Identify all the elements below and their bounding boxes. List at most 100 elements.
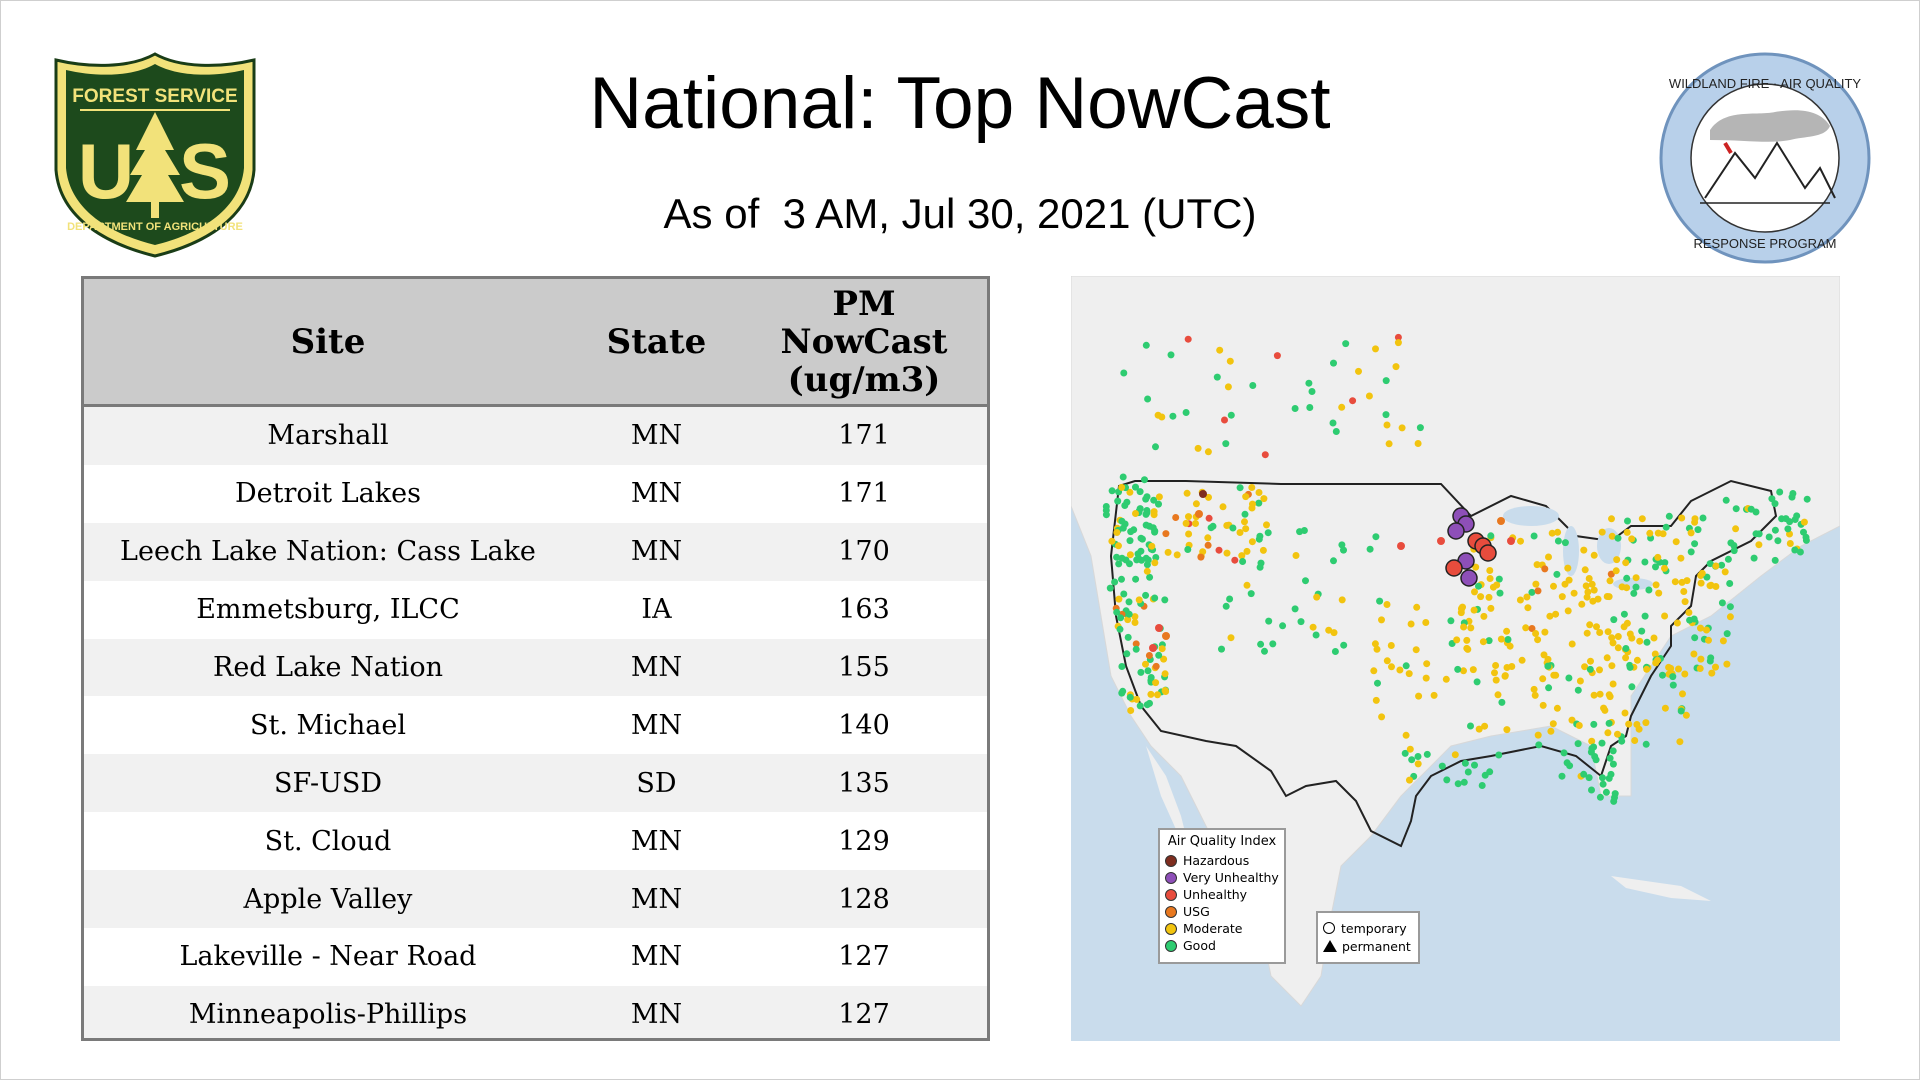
table-row: Red Lake Nation MN 155 <box>84 638 987 697</box>
cell-site: Red Lake Nation <box>84 638 572 697</box>
monitor-dot <box>1730 542 1738 549</box>
monitor-dot <box>1255 489 1263 496</box>
lake-michigan <box>1563 526 1579 576</box>
monitor-dot <box>1442 675 1450 683</box>
monitor-dot <box>1614 730 1621 738</box>
monitor-dot <box>1219 503 1227 511</box>
monitor-dot <box>1292 552 1300 559</box>
monitor-dot <box>1671 578 1679 586</box>
monitor-dot <box>1155 493 1163 501</box>
monitor-dot <box>1623 619 1631 627</box>
monitor-dot <box>1184 335 1192 343</box>
monitor-dot <box>1652 581 1660 589</box>
monitor-dot <box>1487 532 1495 540</box>
monitor-dot <box>1183 489 1191 497</box>
monitor-dot <box>1143 567 1151 575</box>
monitor-dot <box>1438 762 1446 770</box>
monitor-dot <box>1768 495 1776 503</box>
shape-legend: temporary permanent <box>1316 911 1420 964</box>
cell-state: MN <box>571 522 742 581</box>
monitor-dot <box>1614 644 1622 652</box>
monitor-dot <box>1162 632 1170 640</box>
monitor-dot <box>1587 657 1594 665</box>
page-subtitle: As of 3 AM, Jul 30, 2021 (UTC) <box>663 190 1257 237</box>
cell-site: Lakeville - Near Road <box>84 928 572 986</box>
monitor-dot <box>1135 596 1143 604</box>
monitor-dot <box>1592 756 1600 764</box>
monitor-dot <box>1495 575 1503 583</box>
monitor-dot <box>1587 748 1595 756</box>
monitor-dot <box>1776 488 1784 496</box>
monitor-dot <box>1416 424 1424 432</box>
monitor-dot <box>1127 707 1135 714</box>
monitor-dot <box>1732 505 1740 513</box>
monitor-dot <box>1632 574 1640 582</box>
aqi-legend-item-good: Good <box>1160 937 1284 954</box>
monitor-dot <box>1260 495 1268 503</box>
monitor-dot <box>1605 719 1613 727</box>
monitor-dot <box>1148 542 1156 550</box>
monitor-dot <box>1596 629 1604 636</box>
monitor-dot <box>1383 657 1391 665</box>
monitor-dot <box>1630 589 1638 597</box>
shape-legend-permanent: permanent <box>1318 937 1418 955</box>
monitor-dot <box>1445 559 1463 577</box>
monitor-dot <box>1503 627 1511 635</box>
monitor-dot <box>1378 713 1386 721</box>
monitor-dot <box>1560 749 1568 757</box>
monitor-dot <box>1221 416 1228 424</box>
monitor-dot <box>1633 656 1641 664</box>
cell-pm: 155 <box>741 638 987 697</box>
cell-site: Leech Lake Nation: Cass Lake <box>84 522 572 581</box>
monitor-dot <box>1508 663 1516 670</box>
monitor-dot <box>1406 745 1414 753</box>
aqi-legend-label: Very Unhealthy <box>1183 870 1279 885</box>
monitor-dot <box>1161 596 1169 604</box>
monitor-dot <box>1451 751 1459 759</box>
monitor-dot <box>1609 760 1617 768</box>
monitor-dot <box>1366 545 1374 553</box>
monitor-dot <box>1594 595 1602 603</box>
monitor-dot <box>1383 601 1391 608</box>
monitor-dot <box>1115 542 1122 550</box>
monitor-dot <box>1613 556 1621 564</box>
monitor-dot <box>1143 493 1151 501</box>
monitor-dot <box>1643 638 1651 646</box>
monitor-dot <box>1582 582 1590 590</box>
monitor-dot <box>1383 421 1391 429</box>
monitor-dot <box>1396 666 1404 674</box>
monitor-dot <box>1405 670 1413 678</box>
monitor-dot <box>1279 622 1287 630</box>
table-row: St. Michael MN 140 <box>84 696 987 755</box>
monitor-dot <box>1691 634 1699 642</box>
nowcast-table: Site State PM NowCast (ug/m3) Marshall MN… <box>84 279 987 1038</box>
monitor-dot <box>1161 687 1169 694</box>
monitor-dot <box>1192 520 1199 527</box>
monitor-dot <box>1155 651 1163 659</box>
monitor-dot <box>1641 558 1649 566</box>
monitor-dot <box>1681 670 1689 678</box>
monitor-dot <box>1150 496 1158 504</box>
monitor-dot <box>1118 554 1126 562</box>
monitor-dot <box>1161 670 1169 678</box>
monitor-dot <box>1460 667 1467 675</box>
monitor-dot <box>1661 564 1668 572</box>
monitor-dot <box>1243 547 1251 555</box>
monitor-dot <box>1614 534 1622 542</box>
monitor-dot <box>1628 683 1636 691</box>
monitor-dot <box>1243 581 1251 589</box>
monitor-dot <box>1227 634 1235 642</box>
monitor-dot <box>1722 496 1730 504</box>
monitor-dot <box>1152 554 1160 561</box>
monitor-dot <box>1718 561 1726 569</box>
svg-text:S: S <box>179 127 231 215</box>
monitor-dot <box>1106 584 1114 592</box>
monitor-dot <box>1372 533 1380 541</box>
monitor-dot <box>1241 518 1248 526</box>
monitor-dot <box>1378 616 1385 624</box>
monitor-dot <box>1182 409 1190 416</box>
monitor-dot <box>1532 630 1540 637</box>
monitor-dot <box>1126 551 1134 559</box>
monitor-dot <box>1248 484 1256 491</box>
monitor-dot <box>1447 522 1465 540</box>
